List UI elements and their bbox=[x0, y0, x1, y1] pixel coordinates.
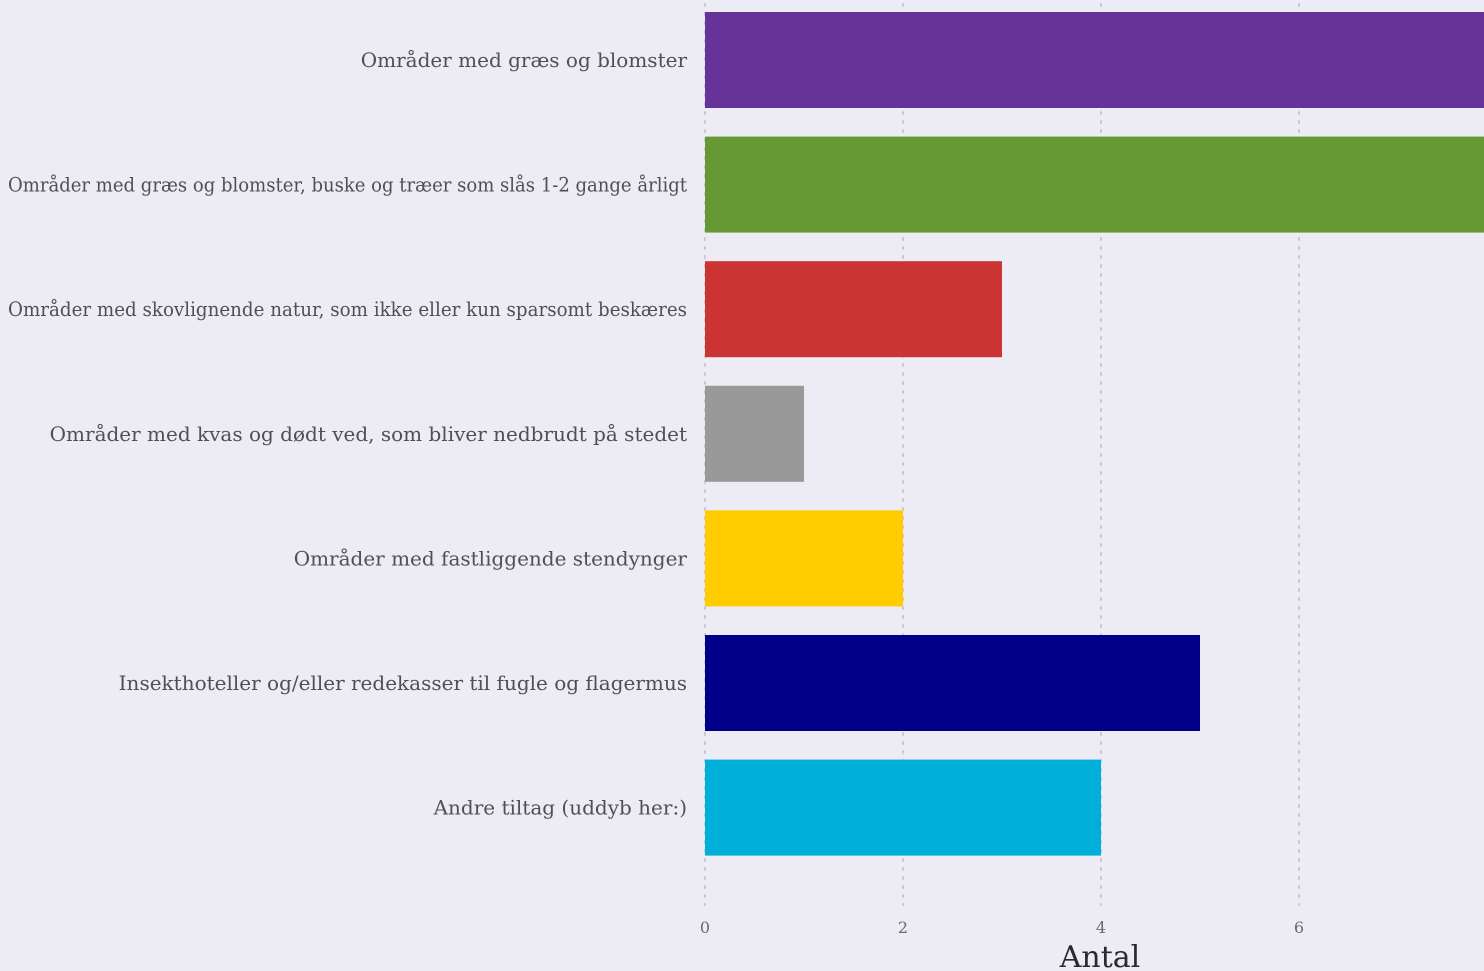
bar-2[interactable] bbox=[705, 136, 1484, 233]
bar-5[interactable] bbox=[705, 510, 903, 607]
x-tick-label-6: 6 bbox=[1294, 918, 1304, 937]
x-tick-label-4: 4 bbox=[1096, 918, 1106, 937]
bar-1[interactable] bbox=[705, 12, 1484, 108]
x-tick-label-0: 0 bbox=[700, 918, 710, 937]
category-label-3: Områder med skovlignende natur, som ikke… bbox=[8, 297, 687, 321]
bar-4[interactable] bbox=[705, 385, 804, 482]
bar-3[interactable] bbox=[705, 261, 1002, 358]
x-axis-ticks: 0 2 4 6 bbox=[700, 918, 1304, 937]
bar-7[interactable] bbox=[705, 759, 1101, 856]
category-label-7: Andre tiltag (uddyb her:) bbox=[433, 796, 687, 820]
bars bbox=[705, 12, 1484, 856]
category-labels: Områder med græs og blomster Områder med … bbox=[8, 48, 687, 820]
x-axis-title: Antal bbox=[1059, 940, 1141, 971]
category-label-5: Områder med fastliggende stendynger bbox=[294, 546, 688, 570]
category-label-6: Insekthoteller og/eller redekasser til f… bbox=[119, 671, 687, 695]
category-label-1: Områder med græs og blomster bbox=[361, 48, 688, 72]
x-tick-label-2: 2 bbox=[898, 918, 908, 937]
category-label-4: Områder med kvas og dødt ved, som bliver… bbox=[50, 422, 687, 446]
bar-6[interactable] bbox=[705, 635, 1200, 731]
category-label-2: Områder med græs og blomster, buske og t… bbox=[8, 173, 687, 197]
